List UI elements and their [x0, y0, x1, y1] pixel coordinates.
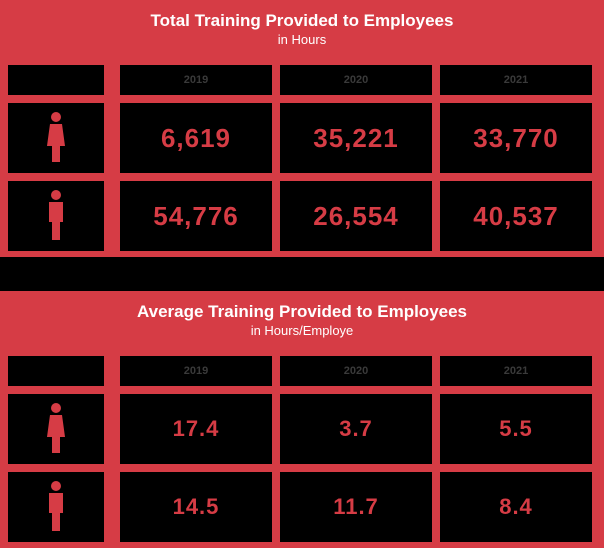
table-value: 6,619	[160, 122, 232, 153]
column-year-label: 2019	[183, 74, 209, 86]
table-value: 17.4	[172, 416, 220, 441]
value-cell: 54,776	[120, 181, 272, 251]
row-icon-cell	[8, 472, 104, 542]
table-subtitle: in Hours	[277, 32, 327, 47]
table-value: 5.5	[499, 416, 533, 441]
value-cell: 8.4	[440, 472, 592, 542]
row-icon-cell	[8, 394, 104, 464]
value-cell: 35,221	[280, 103, 432, 173]
average-training-table: Average Training Provided to Employees i…	[0, 291, 604, 548]
row-icon-cell	[8, 103, 104, 173]
value-cell: 11.7	[280, 472, 432, 542]
male-person-icon	[49, 190, 63, 240]
column-header-cell: 2019	[120, 65, 272, 95]
value-cell: 40,537	[440, 181, 592, 251]
header-corner-cell	[8, 65, 104, 95]
value-cell: 6,619	[120, 103, 272, 173]
table-value: 33,770	[473, 122, 559, 153]
table-header: Average Training Provided to Employees i…	[0, 291, 604, 347]
table-title: Average Training Provided to Employees	[136, 302, 468, 321]
value-cell: 14.5	[120, 472, 272, 542]
column-year-label: 2020	[343, 365, 369, 377]
table-title: Total Training Provided to Employees	[150, 11, 454, 30]
value-cell: 26,554	[280, 181, 432, 251]
table-value: 26,554	[313, 200, 399, 231]
female-person-icon	[47, 112, 65, 162]
column-year-label: 2021	[503, 74, 529, 86]
column-year-label: 2020	[343, 74, 369, 86]
value-cell: 17.4	[120, 394, 272, 464]
column-year-label: 2019	[183, 365, 209, 377]
table-value: 3.7	[339, 416, 373, 441]
column-header-cell: 2020	[280, 65, 432, 95]
male-person-icon	[49, 481, 63, 531]
column-year-label: 2021	[503, 365, 529, 377]
column-header-cell: 2020	[280, 356, 432, 386]
table-value: 54,776	[153, 200, 239, 231]
value-cell: 3.7	[280, 394, 432, 464]
table-value: 8.4	[499, 494, 533, 519]
column-header-cell: 2021	[440, 65, 592, 95]
column-header-cell: 2019	[120, 356, 272, 386]
value-cell: 5.5	[440, 394, 592, 464]
table-header: Total Training Provided to Employees in …	[0, 0, 604, 56]
value-cell: 33,770	[440, 103, 592, 173]
table-value: 14.5	[172, 494, 220, 519]
row-icon-cell	[8, 181, 104, 251]
table-value: 11.7	[333, 494, 379, 519]
female-person-icon	[47, 403, 65, 453]
total-training-table: Total Training Provided to Employees in …	[0, 0, 604, 257]
table-value: 40,537	[473, 200, 559, 231]
table-subtitle: in Hours/Employe	[250, 323, 354, 338]
header-corner-cell	[8, 356, 104, 386]
table-value: 35,221	[313, 122, 399, 153]
column-header-cell: 2021	[440, 356, 592, 386]
